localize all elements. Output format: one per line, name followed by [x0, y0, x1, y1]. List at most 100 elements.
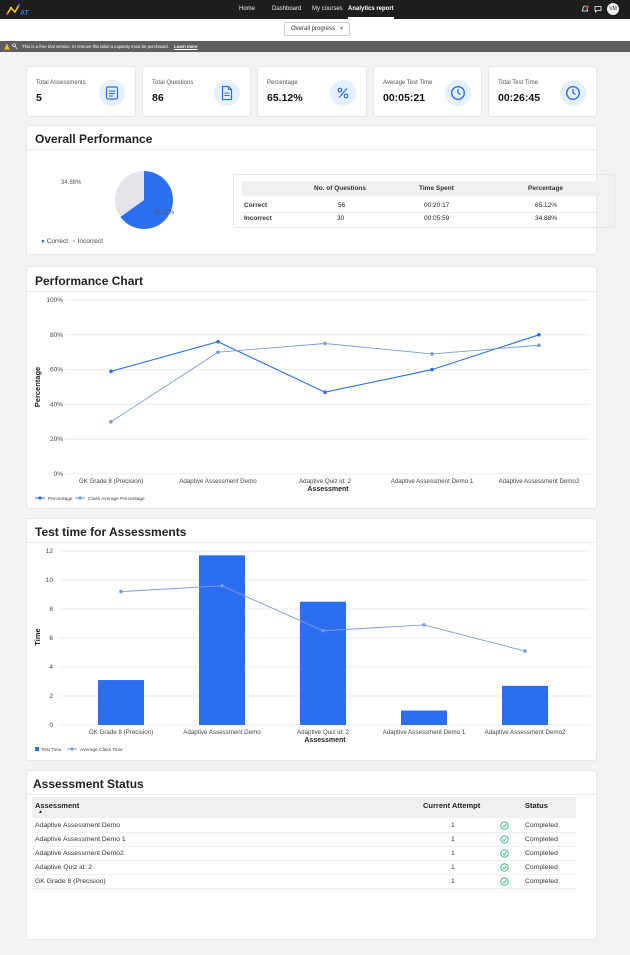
data-point[interactable] [523, 649, 527, 653]
sort-up-icon[interactable]: ▲ [38, 809, 43, 815]
y-tick-label: 12 [46, 548, 54, 555]
check-circle-icon [500, 835, 509, 844]
bar-test-time[interactable] [401, 710, 447, 726]
th-status: Status [525, 801, 548, 810]
table-row: Adaptive Assessment Demo2 1 Completed [32, 847, 576, 861]
section-title: Test time for Assessments [35, 525, 187, 539]
cell-attempt: 1 [451, 878, 455, 885]
th-time-spent: Time Spent [419, 185, 454, 192]
progress-filter-value: Overall progress [291, 26, 336, 32]
cell-attempt: 1 [451, 864, 455, 871]
clock-icon [445, 80, 471, 106]
y-axis-label: Time [33, 628, 42, 645]
learn-more-link[interactable]: Learn more [174, 44, 198, 49]
th-assessment[interactable]: Assessment ▲ [35, 801, 79, 815]
legend-marker-icon [78, 496, 82, 500]
data-point[interactable] [537, 333, 541, 337]
data-point[interactable] [109, 420, 113, 424]
legend-label: Average Class Time [80, 747, 123, 753]
check-circle-icon [500, 821, 509, 830]
y-tick-label: 6 [49, 635, 53, 642]
table-row: GK Grade 8 (Precision) 1 Completed [32, 875, 576, 889]
data-point[interactable] [430, 367, 434, 372]
divider [32, 846, 576, 847]
y-tick-label: 10 [46, 577, 54, 584]
cell-attempt: 1 [451, 822, 455, 829]
nav-home[interactable]: Home [239, 6, 256, 12]
stat-value: 00:05:21 [383, 92, 426, 104]
data-point[interactable] [323, 390, 327, 395]
y-tick-label: 0 [49, 722, 53, 729]
data-point[interactable] [220, 584, 224, 588]
cell-status: Completed [525, 822, 558, 829]
cell-assessment: Adaptive Quiz id: 2 [35, 864, 93, 871]
legend-incorrect: Incorrect [77, 238, 103, 245]
legend-dot-icon: ● [41, 238, 45, 245]
data-point[interactable] [216, 350, 220, 354]
x-axis-label: Assessment [307, 486, 349, 493]
stat-label: Average Test Time [383, 80, 433, 86]
data-point[interactable] [323, 341, 327, 346]
divider [27, 542, 596, 543]
nav-dashboard[interactable]: Dashboard [272, 6, 302, 12]
pie-slice-correct[interactable] [120, 171, 173, 229]
nav-my-courses[interactable]: My courses [312, 6, 343, 12]
bar-test-time[interactable] [502, 685, 548, 725]
progress-filter-select[interactable]: Overall progress ▼ [284, 22, 350, 36]
x-tick-label: Adaptive Assessment Demo [179, 478, 257, 485]
data-point[interactable] [321, 628, 325, 633]
pie-slice-incorrect[interactable] [114, 171, 144, 217]
cell-attempt: 1 [451, 836, 455, 843]
divider [27, 149, 596, 150]
performance-chart-card: Performance Chart 100% 80% 60% 40% 20% 0% GK … [26, 266, 597, 509]
y-tick-label: 40% [50, 401, 63, 408]
cell-time: 00:20:17 [424, 202, 450, 209]
check-circle-icon [500, 849, 509, 858]
data-point[interactable] [216, 339, 220, 344]
notification-icon[interactable] [581, 5, 589, 13]
cell-status: Completed [525, 878, 558, 885]
data-point[interactable] [109, 369, 113, 374]
cell-assessment: Adaptive Assessment Demo 1 [35, 836, 126, 843]
legend-correct: Correct [46, 238, 69, 245]
data-point[interactable] [119, 589, 123, 594]
cell-attempt: 1 [451, 850, 455, 857]
x-axis-label: Assessment [304, 737, 346, 744]
data-point[interactable] [422, 623, 426, 627]
overall-table: No. of Questions Time Spent Percentage C… [233, 174, 615, 228]
bar-test-time[interactable] [98, 680, 144, 725]
divider [32, 888, 576, 889]
y-tick-label: 2 [49, 693, 53, 700]
stat-card-percentage: Percentage 65.12% [257, 66, 367, 117]
logo[interactable]: AT [6, 2, 32, 17]
stat-value: 5 [36, 92, 42, 104]
stat-label: Total Assessments [36, 80, 86, 86]
table-header [242, 181, 600, 196]
check-circle-icon [500, 877, 509, 886]
x-tick-label: Adaptive Assessment Demo 1 [391, 478, 474, 485]
cell-questions: 30 [337, 215, 345, 222]
y-tick-label: 100% [46, 297, 63, 304]
data-point[interactable] [537, 343, 541, 348]
trial-banner: This is a free trial version, to remove … [0, 41, 630, 52]
table-row: Adaptive Assessment Demo 1 1 Completed [32, 833, 576, 847]
cell-percentage: 34.88% [535, 215, 558, 222]
chat-icon[interactable] [594, 5, 602, 13]
stat-value: 86 [152, 92, 164, 104]
bar-test-time[interactable] [300, 601, 346, 725]
legend-label: Class Average Percentage [88, 496, 145, 502]
cell-status: Completed [525, 836, 558, 843]
overall-performance-card: Overall Performance 34.88% 65.12% ● Corr… [26, 125, 615, 255]
bar-test-time[interactable] [199, 555, 245, 725]
divider [27, 291, 596, 292]
cell-questions: 56 [338, 202, 346, 209]
clock-icon [560, 80, 586, 106]
data-point[interactable] [430, 352, 434, 356]
y-axis-label: Percentage [33, 367, 42, 407]
avatar[interactable]: VM [607, 3, 619, 15]
stat-label: Percentage [267, 80, 298, 86]
top-navbar: AT Home Dashboard My courses Analytics r… [0, 0, 630, 19]
nav-analytics-report[interactable]: Analytics report [348, 0, 394, 19]
stat-card-total-questions: Total Questions 86 [142, 66, 251, 117]
cell-time: 00:05:59 [424, 215, 450, 222]
